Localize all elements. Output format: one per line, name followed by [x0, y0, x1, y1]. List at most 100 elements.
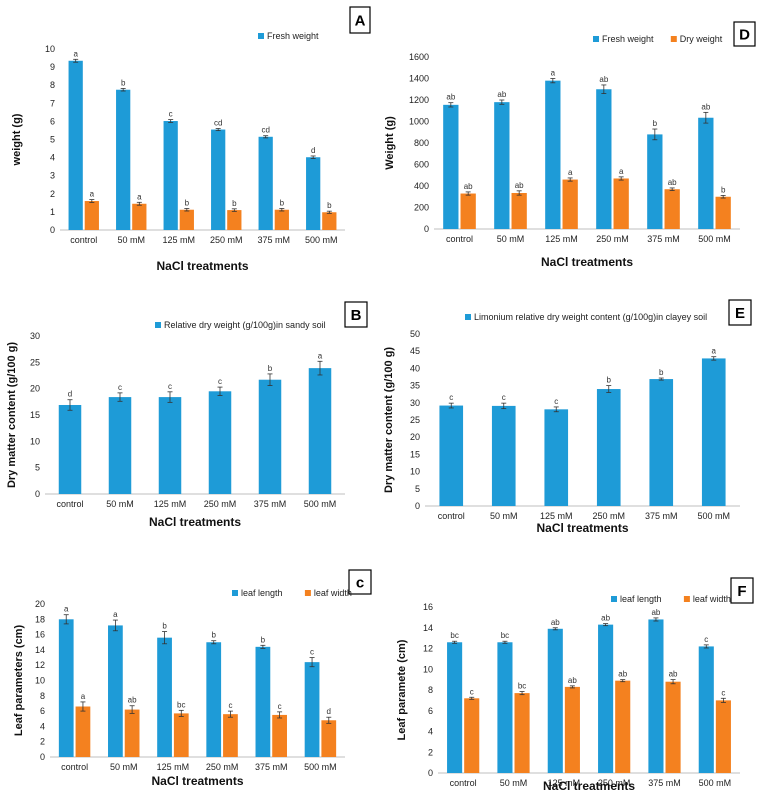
y-tick-label: 45: [410, 346, 420, 356]
legend-swatch: [258, 33, 264, 39]
x-axis-title: NaCl treatments: [536, 521, 628, 535]
legend-entry: leaf width: [314, 588, 352, 598]
data-label: d: [327, 707, 331, 716]
bar: [322, 212, 337, 230]
legend-swatch: [304, 590, 311, 596]
data-label: c: [554, 397, 558, 406]
x-tick-label: 125 mM: [540, 511, 573, 521]
bar: [447, 642, 463, 773]
panel-letter-box: [728, 299, 752, 326]
legend-entry: leaf length: [241, 588, 283, 598]
y-tick-label: 0: [428, 768, 433, 778]
x-axis-title: NaCl treatments: [541, 255, 633, 269]
panel-letter-box: [349, 6, 371, 34]
data-label: c: [704, 635, 708, 644]
chart-panel-F: F 0 2 4 6 8 10 12 14 16 control bc c 50 mM bc bc 125 mM a…: [396, 577, 754, 793]
x-tick-label: 50 mM: [497, 234, 525, 244]
bar: [514, 693, 530, 773]
data-label: ab: [551, 618, 560, 627]
bar: [715, 196, 731, 229]
y-tick-label: 35: [410, 381, 420, 391]
x-tick-label: 50 mM: [490, 511, 518, 521]
data-label: a: [318, 351, 323, 360]
x-tick-label: 375 mM: [255, 762, 288, 772]
data-label: d: [68, 390, 72, 399]
data-label: a: [137, 192, 142, 201]
bar: [211, 129, 226, 230]
x-tick-label: 500 mM: [304, 499, 337, 509]
legend-swatch: [155, 322, 161, 328]
bar: [544, 409, 569, 506]
y-tick-label: 5: [50, 135, 55, 145]
y-tick-label: 20: [410, 432, 420, 442]
bar: [179, 209, 194, 230]
data-label: ab: [618, 670, 627, 679]
bar: [443, 104, 459, 229]
bar: [157, 637, 172, 757]
bar: [255, 646, 271, 757]
y-tick-label: 10: [423, 664, 433, 674]
chart-panel-B: B 0 5 10 15 20 25 30 control d 50 mM c 125 mM c 250 mM…: [6, 301, 368, 529]
bar: [647, 134, 663, 229]
data-label: ab: [701, 102, 710, 111]
data-label: bc: [501, 631, 509, 640]
legend-entry: Relative dry weight (g/100g)in sandy soi…: [164, 320, 326, 330]
bar: [173, 713, 189, 757]
x-tick-label: 500 mM: [305, 235, 338, 245]
bar: [665, 681, 681, 773]
data-label: c: [310, 648, 314, 657]
data-label: a: [113, 610, 118, 619]
y-tick-label: 600: [414, 160, 429, 170]
legend-entry: leaf length: [620, 594, 662, 604]
bar: [158, 397, 182, 494]
x-tick-label: 125 mM: [157, 762, 190, 772]
data-label: c: [169, 110, 173, 119]
y-tick-label: 10: [35, 676, 45, 686]
y-tick-label: 50: [410, 329, 420, 339]
bar: [564, 686, 580, 773]
x-tick-label: 500 mM: [697, 511, 730, 521]
bar: [464, 698, 480, 773]
y-tick-label: 5: [35, 463, 40, 473]
bar: [715, 700, 731, 773]
y-tick-label: 8: [50, 80, 55, 90]
data-label: ab: [446, 93, 455, 102]
data-label: a: [619, 167, 624, 176]
bar: [460, 193, 476, 229]
panel-letter-box: [730, 577, 754, 604]
y-tick-label: 1200: [409, 95, 429, 105]
x-tick-label: 250 mM: [592, 511, 625, 521]
x-tick-label: 50 mM: [110, 762, 138, 772]
y-tick-label: 2: [50, 189, 55, 199]
y-tick-label: 12: [423, 644, 433, 654]
data-label: b: [121, 78, 126, 87]
bar: [698, 117, 714, 229]
data-label: b: [232, 199, 237, 208]
bar: [223, 714, 238, 757]
data-label: c: [278, 702, 282, 711]
x-tick-label: 375 mM: [254, 499, 287, 509]
data-label: b: [211, 631, 216, 640]
legend-swatch: [465, 314, 471, 320]
x-axis-title: NaCl treatments: [149, 515, 241, 529]
bar: [206, 642, 222, 757]
bar: [124, 709, 140, 757]
data-label: cd: [214, 118, 222, 127]
bar: [58, 404, 82, 494]
panel-letter: F: [737, 583, 746, 600]
y-tick-label: 10: [410, 467, 420, 477]
y-axis-title: Dry matter content (g/100 g): [6, 342, 18, 488]
y-tick-label: 14: [35, 645, 45, 655]
x-tick-label: control: [61, 762, 88, 772]
data-label: a: [90, 190, 95, 199]
y-tick-label: 0: [35, 489, 40, 499]
bar: [491, 405, 516, 506]
panel-letter: B: [351, 307, 362, 324]
data-label: ab: [128, 696, 137, 705]
bar: [511, 192, 527, 229]
bar: [439, 405, 464, 506]
x-tick-label: 500 mM: [698, 234, 731, 244]
y-tick-label: 30: [30, 331, 40, 341]
legend-swatch: [232, 590, 238, 596]
